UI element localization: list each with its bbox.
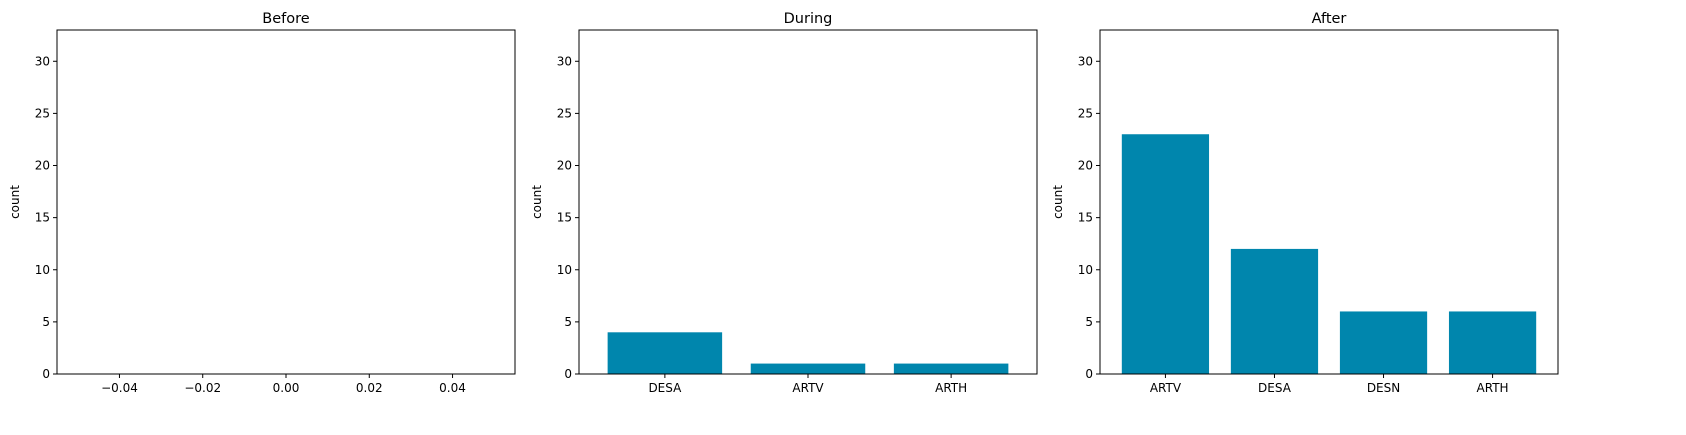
y-tick-label: 10 xyxy=(1078,263,1093,277)
chart-title: During xyxy=(784,11,833,27)
y-tick-label: 25 xyxy=(557,106,572,120)
y-tick-label: 30 xyxy=(1078,54,1093,68)
bar-desn xyxy=(1339,311,1428,374)
y-tick-label: 20 xyxy=(557,159,572,173)
y-tick-label: 20 xyxy=(1078,159,1093,173)
bar-arth xyxy=(1448,311,1537,374)
x-tick-label: −0.02 xyxy=(184,381,221,395)
x-tick-label: 0.02 xyxy=(356,381,383,395)
y-tick-label: 30 xyxy=(35,54,50,68)
y-tick-label: 15 xyxy=(557,211,572,225)
y-axis-label: count xyxy=(8,185,22,219)
bar-desa xyxy=(1230,248,1319,374)
bar-artv xyxy=(1121,134,1210,374)
y-tick-label: 0 xyxy=(564,367,572,381)
y-tick-label: 30 xyxy=(557,54,572,68)
plot-frame xyxy=(56,29,516,375)
chart-panel-after: After count 0 5 10 15 20 25 30 ARTV DESA DESN ARTH xyxy=(1051,11,1559,395)
y-axis-label: count xyxy=(1051,185,1065,219)
y-tick-label: 5 xyxy=(1085,315,1093,329)
y-tick-label: 10 xyxy=(35,263,50,277)
x-tick-label: 0.04 xyxy=(439,381,466,395)
x-tick-label: DESN xyxy=(1367,381,1400,395)
x-tick-label: 0.00 xyxy=(273,381,300,395)
plot-frame xyxy=(1099,29,1559,375)
y-tick-label: 20 xyxy=(35,159,50,173)
x-tick-label: ARTV xyxy=(792,381,824,395)
y-tick-label: 25 xyxy=(35,106,50,120)
chart-title: Before xyxy=(262,11,309,27)
plot-frame xyxy=(578,29,1038,375)
x-tick-label: −0.04 xyxy=(101,381,138,395)
y-tick-label: 15 xyxy=(1078,211,1093,225)
x-tick-label: ARTV xyxy=(1150,381,1182,395)
chart-panel-during: During count 0 5 10 15 20 25 30 DESA ARTV ARTH xyxy=(530,11,1038,395)
x-tick-label: ARTH xyxy=(935,381,967,395)
chart-panel-before: Before count 0 5 10 15 20 25 30 −0.04 −0.02 0.00 0.0… xyxy=(8,11,516,395)
y-axis-label: count xyxy=(530,185,544,219)
y-tick-label: 10 xyxy=(557,263,572,277)
bar-artv xyxy=(750,363,866,374)
chart-title: After xyxy=(1312,11,1347,27)
bar-arth xyxy=(893,363,1009,374)
y-tick-label: 25 xyxy=(1078,106,1093,120)
x-tick-label: ARTH xyxy=(1477,381,1509,395)
x-tick-label: DESA xyxy=(648,381,682,395)
y-tick-label: 5 xyxy=(564,315,572,329)
y-tick-label: 0 xyxy=(42,367,50,381)
y-tick-label: 5 xyxy=(42,315,50,329)
bar-desa xyxy=(607,332,723,374)
x-tick-label: DESA xyxy=(1258,381,1292,395)
y-tick-label: 0 xyxy=(1085,367,1093,381)
y-tick-label: 15 xyxy=(35,211,50,225)
